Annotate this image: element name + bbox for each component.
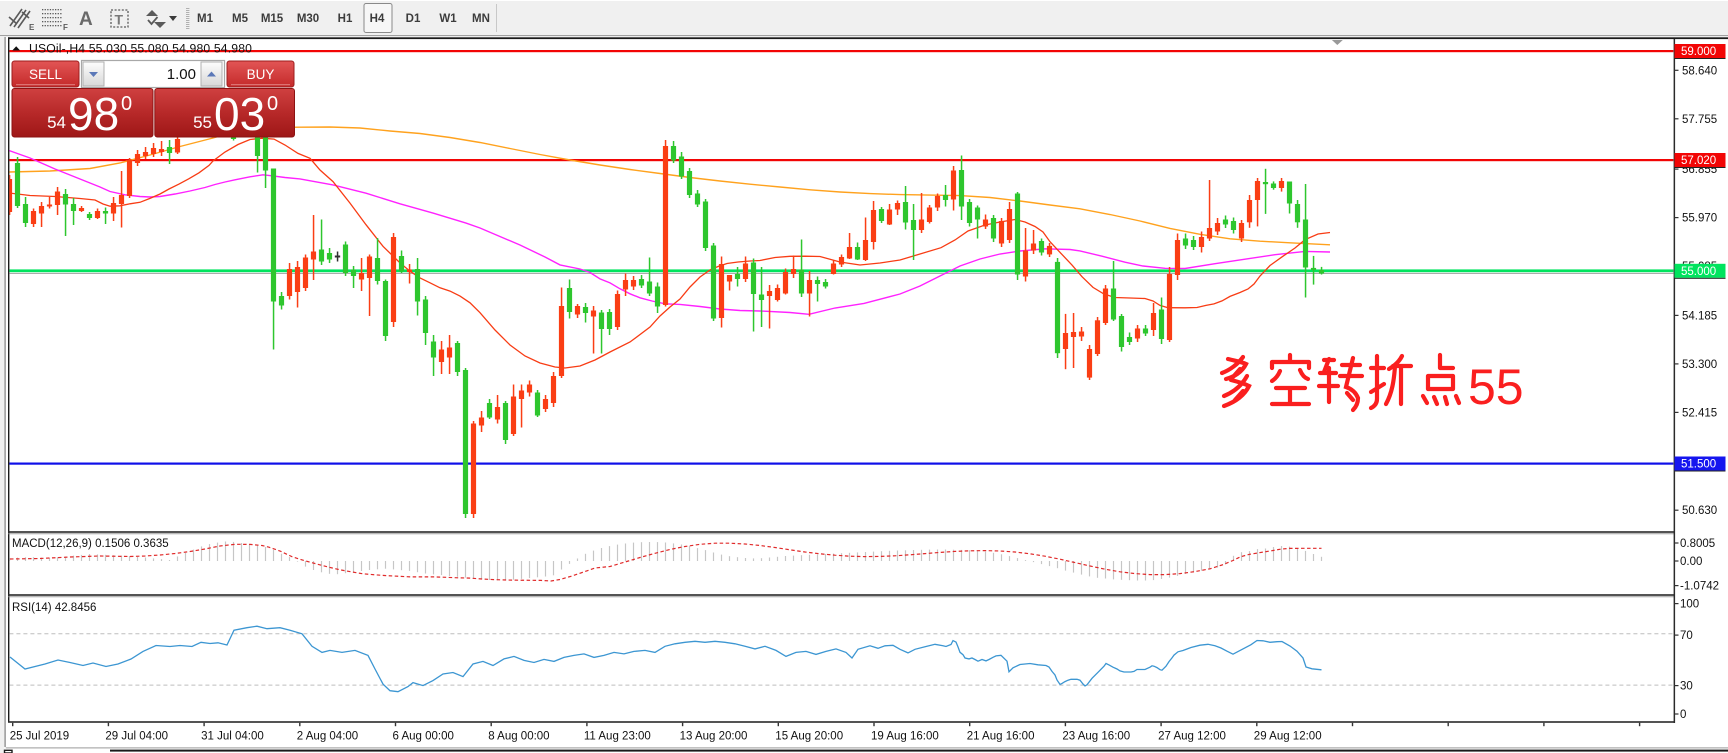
svg-text:03: 03 [214, 88, 265, 140]
svg-text:21 Aug 16:00: 21 Aug 16:00 [967, 731, 1035, 743]
svg-text:0: 0 [267, 93, 278, 115]
svg-text:6 Aug 00:00: 6 Aug 00:00 [393, 731, 454, 743]
svg-text:53.300: 53.300 [1682, 359, 1717, 371]
svg-text:M15: M15 [261, 13, 284, 25]
svg-text:59.000: 59.000 [1681, 46, 1716, 58]
svg-text:55: 55 [1468, 359, 1524, 415]
svg-text:27 Aug 12:00: 27 Aug 12:00 [1158, 731, 1226, 743]
svg-text:57.755: 57.755 [1682, 114, 1717, 126]
svg-text:29 Jul 04:00: 29 Jul 04:00 [105, 731, 168, 743]
svg-text:15 Aug 20:00: 15 Aug 20:00 [775, 731, 843, 743]
svg-text:T: T [115, 12, 124, 28]
svg-text:13 Aug 20:00: 13 Aug 20:00 [680, 731, 748, 743]
svg-text:23 Aug 16:00: 23 Aug 16:00 [1062, 731, 1130, 743]
svg-text:MACD(12,26,9) 0.1506 0.3635: MACD(12,26,9) 0.1506 0.3635 [12, 538, 169, 550]
svg-text:F: F [63, 23, 68, 32]
svg-text:11 Aug 23:00: 11 Aug 23:00 [584, 731, 651, 743]
svg-text:M5: M5 [232, 13, 249, 25]
svg-text:W1: W1 [439, 13, 457, 25]
svg-text:58.640: 58.640 [1682, 65, 1717, 77]
svg-text:25 Jul 2019: 25 Jul 2019 [10, 731, 69, 743]
svg-text:H1: H1 [338, 13, 353, 25]
svg-text:D1: D1 [406, 13, 421, 25]
svg-text:50.630: 50.630 [1682, 505, 1717, 517]
svg-text:29 Aug 12:00: 29 Aug 12:00 [1254, 731, 1322, 743]
svg-text:USOil-,H4 55.030 55.080 54.98: USOil-,H4 55.030 55.080 54.980 54.980 [29, 42, 252, 56]
svg-text:70: 70 [1680, 630, 1693, 642]
svg-text:M1: M1 [197, 13, 214, 25]
svg-text:SELL: SELL [29, 67, 63, 82]
svg-text:-1.0742: -1.0742 [1680, 581, 1719, 593]
svg-text:H4: H4 [370, 13, 385, 25]
svg-text:BUY: BUY [247, 67, 275, 82]
svg-text:MN: MN [472, 13, 490, 25]
svg-text:57.020: 57.020 [1681, 155, 1716, 167]
svg-text:55: 55 [193, 113, 212, 132]
svg-text:31 Jul 04:00: 31 Jul 04:00 [201, 731, 264, 743]
svg-text:19 Aug 16:00: 19 Aug 16:00 [871, 731, 939, 743]
svg-text:100: 100 [1680, 599, 1699, 611]
svg-text:M30: M30 [297, 13, 319, 25]
svg-text:55.000: 55.000 [1681, 266, 1716, 278]
svg-text:0.8005: 0.8005 [1680, 538, 1715, 550]
svg-text:1.00: 1.00 [167, 66, 196, 83]
svg-text:0.00: 0.00 [1680, 556, 1702, 568]
svg-text:30: 30 [1680, 681, 1693, 693]
svg-text:51.500: 51.500 [1681, 459, 1716, 471]
svg-text:8 Aug 00:00: 8 Aug 00:00 [488, 731, 549, 743]
svg-text:54: 54 [47, 113, 66, 132]
svg-text:A: A [79, 9, 93, 30]
svg-text:98: 98 [68, 88, 119, 140]
svg-text:E: E [29, 23, 35, 32]
svg-text:52.415: 52.415 [1682, 407, 1717, 419]
svg-text:0: 0 [1680, 709, 1686, 721]
svg-text:2 Aug 04:00: 2 Aug 04:00 [297, 731, 358, 743]
svg-text:RSI(14) 42.8456: RSI(14) 42.8456 [12, 602, 96, 614]
svg-text:54.185: 54.185 [1682, 310, 1717, 322]
svg-text:0: 0 [121, 93, 132, 115]
svg-text:55.970: 55.970 [1682, 213, 1717, 225]
